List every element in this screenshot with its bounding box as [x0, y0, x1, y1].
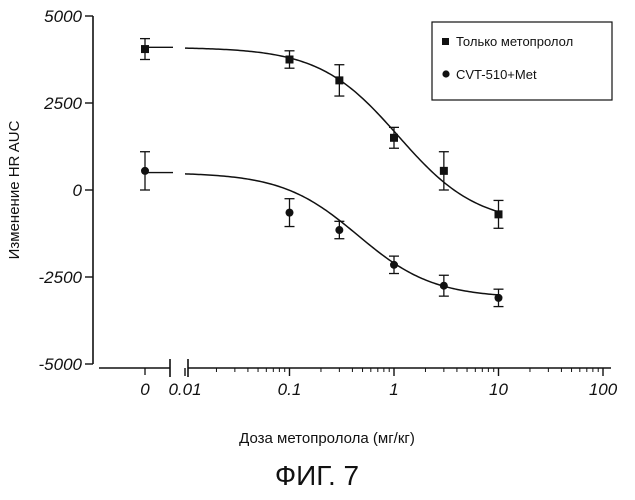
- y-axis-title: Изменение HR AUC: [6, 120, 23, 259]
- legend-marker-circle: [442, 70, 449, 77]
- x-tick-label: 10: [489, 380, 508, 399]
- figure-label: ФИГ. 7: [275, 460, 359, 491]
- x-tick-label: 100: [589, 380, 618, 399]
- data-point-square: [141, 45, 149, 53]
- x-tick-label: 0.01: [168, 380, 201, 399]
- y-tick-label: 2500: [43, 94, 82, 113]
- legend-label-series-2: CVT-510+Met: [456, 67, 537, 82]
- data-point-square: [286, 56, 294, 64]
- data-point-circle: [141, 167, 149, 175]
- data-point-circle: [440, 282, 448, 290]
- data-point-square: [440, 167, 448, 175]
- x-tick-label: 1: [389, 380, 398, 399]
- fit-curve: [185, 174, 499, 295]
- data-point-circle: [335, 226, 343, 234]
- x-tick-label: 0: [140, 380, 150, 399]
- y-tick-label: -5000: [39, 355, 83, 374]
- y-tick-label: 5000: [44, 7, 82, 26]
- legend: Только метопролол CVT-510+Met: [432, 22, 612, 100]
- data-point-square: [335, 76, 343, 84]
- data-point-circle: [286, 209, 294, 217]
- data-point-circle: [390, 261, 398, 269]
- data-point-circle: [495, 294, 503, 302]
- data-point-square: [495, 210, 503, 218]
- x-tick-label: 0.1: [278, 380, 302, 399]
- legend-marker-square: [442, 38, 449, 45]
- y-tick-label: 0: [73, 181, 83, 200]
- x-axis-title: Доза метопролола (мг/кг): [239, 430, 415, 447]
- data-point-square: [390, 134, 398, 142]
- legend-label-series-1: Только метопролол: [456, 34, 573, 49]
- y-tick-label: -2500: [39, 268, 83, 287]
